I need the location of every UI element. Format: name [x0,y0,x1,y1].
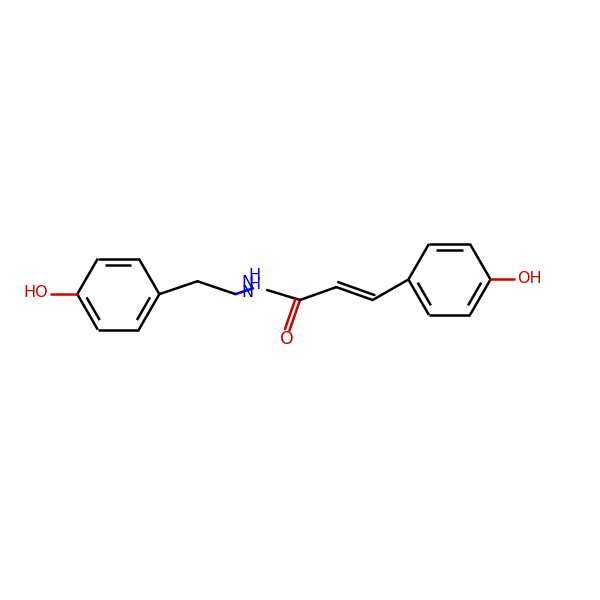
Text: N: N [241,286,253,301]
Text: OH: OH [517,271,541,286]
Text: N: N [241,275,253,290]
Text: H: H [249,268,261,283]
Text: H: H [249,277,261,292]
Text: HO: HO [23,286,48,301]
Text: O: O [280,330,293,348]
